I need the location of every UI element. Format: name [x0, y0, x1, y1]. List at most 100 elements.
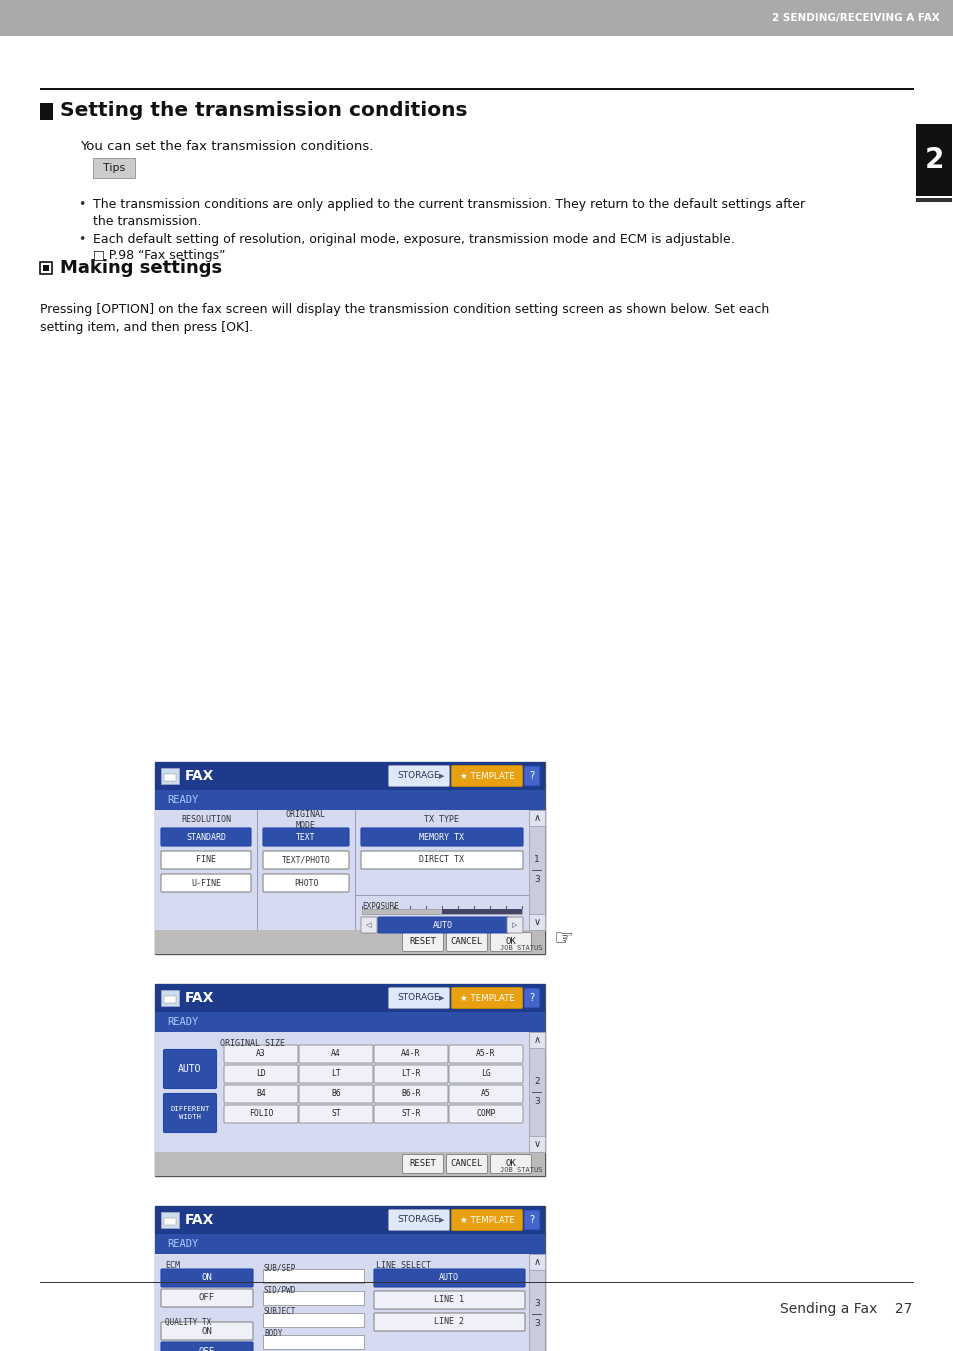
FancyBboxPatch shape	[263, 851, 349, 869]
FancyBboxPatch shape	[224, 1085, 297, 1102]
FancyBboxPatch shape	[161, 828, 251, 846]
FancyBboxPatch shape	[490, 1155, 531, 1174]
Text: •: •	[78, 199, 86, 211]
Bar	[0, 0, 953, 36]
Text: LINE SELECT: LINE SELECT	[375, 1262, 431, 1270]
Text: •: •	[78, 232, 86, 246]
Text: 2: 2	[534, 1078, 539, 1086]
Text: ☞: ☞	[553, 929, 573, 948]
Text: CANCEL: CANCEL	[451, 1159, 482, 1169]
Bar	[377, 907, 378, 909]
Text: The transmission conditions are only applied to the current transmission. They r: The transmission conditions are only app…	[92, 199, 804, 228]
Text: OK: OK	[505, 1159, 516, 1169]
Text: Setting the transmission conditions: Setting the transmission conditions	[60, 101, 467, 120]
Text: LD: LD	[255, 1070, 266, 1078]
Text: STORAGE: STORAGE	[397, 993, 440, 1002]
FancyBboxPatch shape	[161, 1342, 253, 1351]
Text: LG: LG	[480, 1070, 491, 1078]
Text: LT-R: LT-R	[401, 1070, 420, 1078]
Bar	[154, 762, 544, 790]
Text: You can set the fax transmission conditions.: You can set the fax transmission conditi…	[80, 139, 373, 153]
FancyBboxPatch shape	[263, 1313, 364, 1327]
Text: 2: 2	[923, 146, 943, 174]
Bar	[154, 1012, 544, 1032]
Text: FAX: FAX	[185, 1213, 214, 1227]
Text: FAX: FAX	[185, 992, 214, 1005]
Text: READY: READY	[167, 1017, 198, 1027]
Text: OFF: OFF	[199, 1347, 214, 1351]
FancyBboxPatch shape	[298, 1085, 373, 1102]
FancyBboxPatch shape	[529, 1136, 544, 1152]
FancyBboxPatch shape	[523, 766, 539, 786]
FancyBboxPatch shape	[163, 1050, 216, 1089]
Text: ◁: ◁	[366, 921, 372, 928]
Text: AUTO: AUTO	[178, 1065, 201, 1074]
FancyBboxPatch shape	[451, 1209, 522, 1231]
Bar	[490, 907, 491, 909]
Bar	[154, 1254, 544, 1351]
FancyBboxPatch shape	[161, 1269, 253, 1288]
Text: RESET: RESET	[409, 938, 436, 947]
Bar	[154, 1206, 544, 1233]
Text: DIFFERENT
WIDTH: DIFFERENT WIDTH	[171, 1106, 210, 1120]
Text: ORIGINAL SIZE: ORIGINAL SIZE	[220, 1039, 285, 1048]
Bar	[474, 907, 475, 909]
FancyBboxPatch shape	[529, 811, 544, 825]
FancyBboxPatch shape	[224, 1105, 297, 1123]
FancyBboxPatch shape	[374, 1085, 448, 1102]
Text: LINE 2: LINE 2	[434, 1317, 463, 1327]
FancyBboxPatch shape	[402, 1155, 443, 1174]
Bar	[154, 929, 544, 954]
FancyBboxPatch shape	[263, 1269, 364, 1283]
Text: 3: 3	[534, 1320, 539, 1328]
FancyBboxPatch shape	[360, 917, 376, 934]
Text: ∧: ∧	[533, 1035, 540, 1046]
Text: □ P.98 “Fax settings”: □ P.98 “Fax settings”	[92, 249, 225, 262]
FancyBboxPatch shape	[161, 1289, 253, 1306]
Bar	[40, 262, 52, 274]
Bar	[915, 124, 951, 196]
Text: ▷: ▷	[512, 921, 517, 928]
FancyBboxPatch shape	[529, 915, 544, 929]
Text: FINE: FINE	[195, 855, 215, 865]
FancyBboxPatch shape	[388, 766, 449, 786]
FancyBboxPatch shape	[263, 1335, 364, 1350]
Bar	[505, 907, 506, 909]
Text: U-FINE: U-FINE	[191, 878, 221, 888]
Text: LT: LT	[331, 1070, 340, 1078]
Bar	[529, 811, 544, 929]
Text: Each default setting of resolution, original mode, exposure, transmission mode a: Each default setting of resolution, orig…	[92, 232, 734, 246]
Text: ON: ON	[201, 1327, 213, 1336]
Text: ∨: ∨	[533, 1139, 540, 1148]
Text: EXPOSURE: EXPOSURE	[361, 902, 398, 911]
FancyBboxPatch shape	[451, 766, 522, 786]
Bar	[154, 811, 544, 929]
FancyBboxPatch shape	[402, 932, 443, 951]
FancyBboxPatch shape	[224, 1046, 297, 1063]
Text: AUTO: AUTO	[438, 1274, 458, 1282]
FancyBboxPatch shape	[523, 988, 539, 1008]
Bar	[154, 1032, 544, 1152]
Text: ★ TEMPLATE: ★ TEMPLATE	[459, 771, 514, 781]
Text: RESET: RESET	[409, 1159, 436, 1169]
Text: OK: OK	[505, 938, 516, 947]
Text: ECM: ECM	[165, 1262, 180, 1270]
Text: ORIGINAL
MODE: ORIGINAL MODE	[286, 811, 326, 830]
Text: ?: ?	[529, 993, 534, 1002]
Bar	[40, 88, 913, 91]
Bar	[40, 1282, 913, 1283]
Text: ▶: ▶	[438, 994, 444, 1001]
Text: A4: A4	[331, 1050, 340, 1058]
FancyBboxPatch shape	[263, 828, 349, 846]
Text: SUB/SEP: SUB/SEP	[264, 1263, 296, 1273]
Text: PHOTO: PHOTO	[294, 878, 318, 888]
FancyBboxPatch shape	[374, 1105, 448, 1123]
Text: SID/PWD: SID/PWD	[264, 1286, 296, 1294]
Text: ★ TEMPLATE: ★ TEMPLATE	[459, 993, 514, 1002]
Text: 3: 3	[534, 875, 539, 885]
Text: B4: B4	[255, 1089, 266, 1098]
FancyBboxPatch shape	[377, 917, 509, 934]
Text: ?: ?	[529, 771, 534, 781]
Text: MEMORY TX: MEMORY TX	[419, 832, 464, 842]
Text: Tips: Tips	[103, 163, 125, 173]
